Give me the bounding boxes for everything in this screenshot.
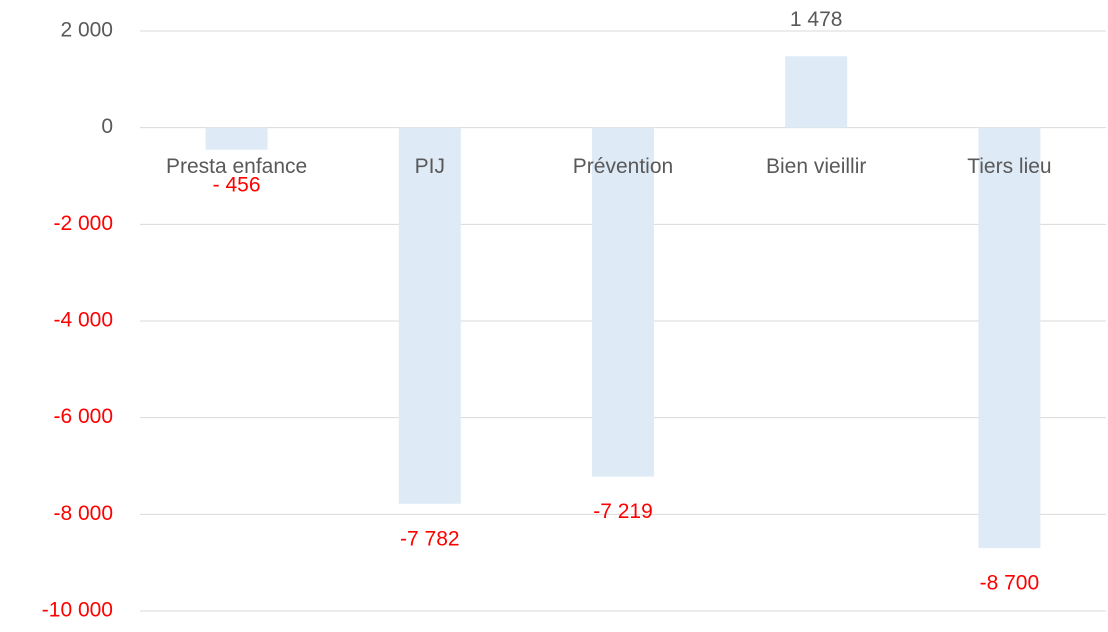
bar	[398, 127, 461, 504]
x-tick-label: Tiers lieu	[967, 155, 1051, 178]
bar	[205, 127, 268, 150]
x-tick-label: Prévention	[573, 155, 673, 178]
y-tick-label: -2 000	[53, 212, 113, 235]
y-tick-label: -4 000	[53, 309, 113, 332]
y-tick-label: 0	[101, 115, 113, 138]
bar	[785, 56, 848, 128]
data-label: 1 478	[790, 8, 843, 31]
y-tick-label: 2 000	[60, 19, 113, 42]
x-tick-label: Presta enfance	[166, 155, 307, 178]
x-tick-label: Bien vieillir	[766, 155, 866, 178]
bar	[978, 127, 1041, 549]
x-tick-label: PIJ	[415, 155, 445, 178]
y-tick-label: -8 000	[53, 502, 113, 525]
bar	[592, 127, 654, 477]
data-label: -7 219	[593, 500, 653, 523]
y-tick-label: -10 000	[42, 599, 113, 622]
data-label: -8 700	[980, 572, 1040, 595]
y-tick-label: -6 000	[53, 405, 113, 428]
data-label: -7 782	[400, 527, 460, 550]
data-label: - 456	[213, 173, 261, 196]
